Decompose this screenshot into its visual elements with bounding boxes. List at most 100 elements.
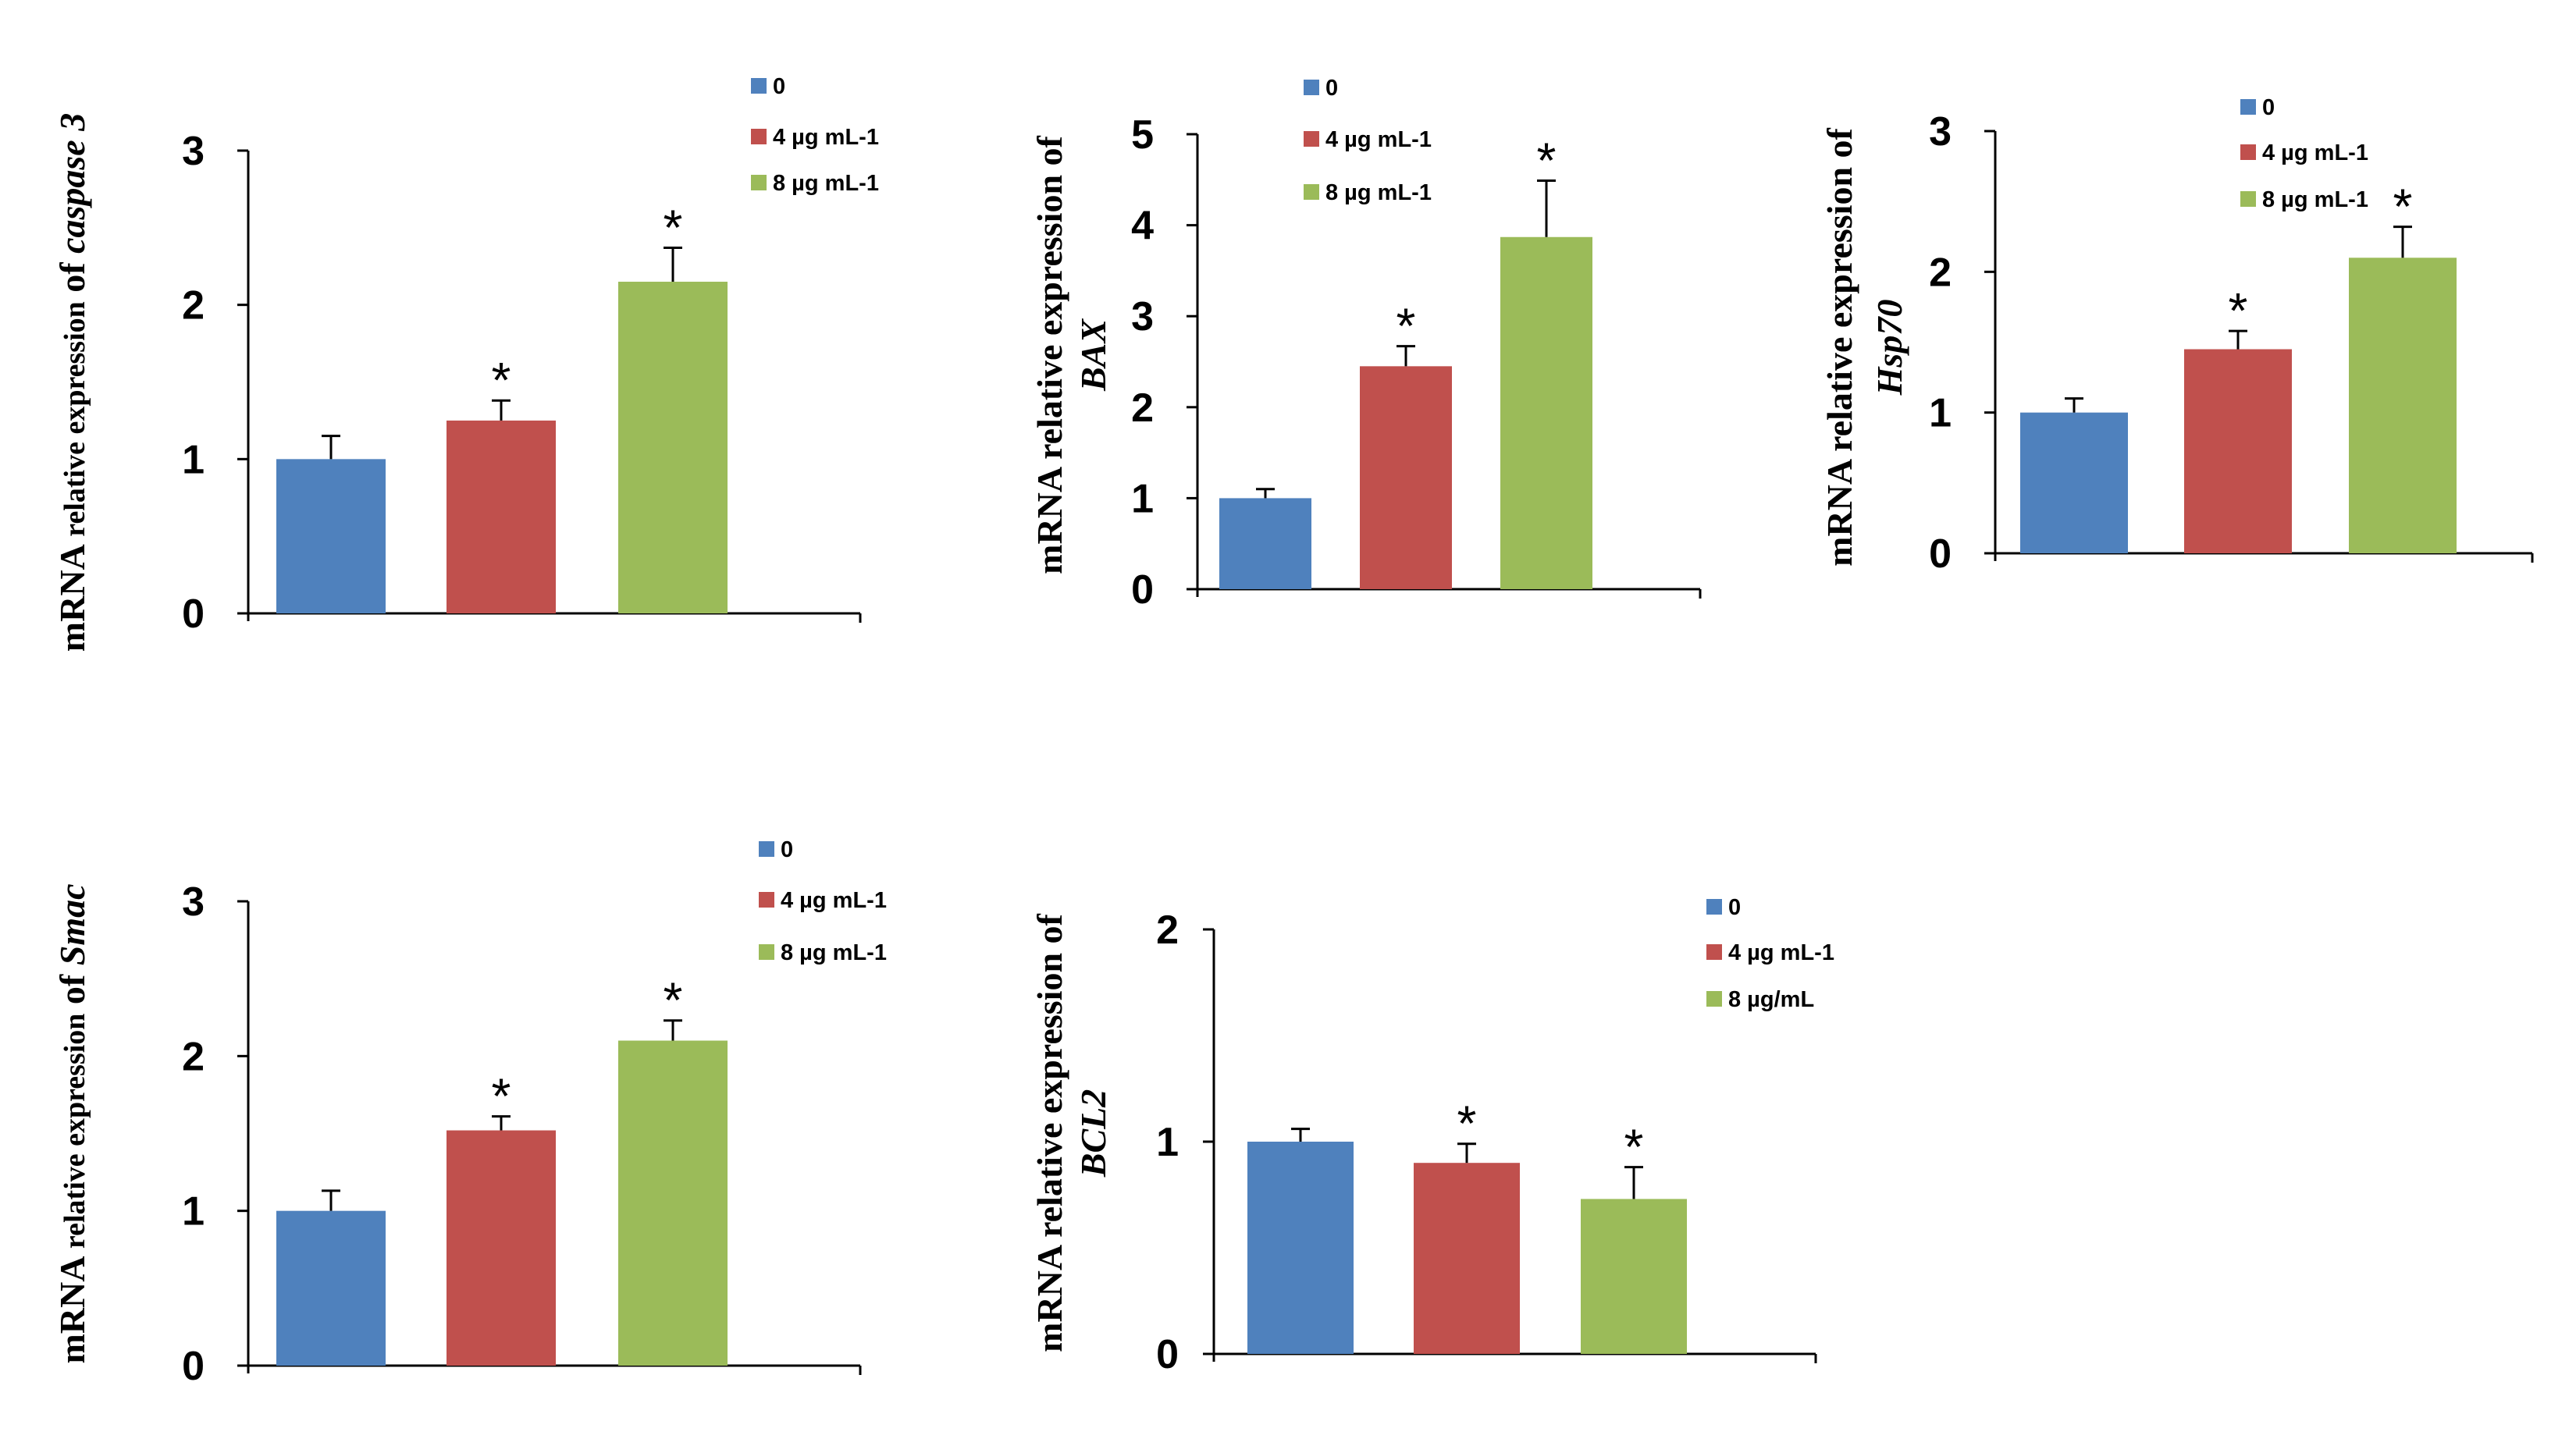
bar-dose-8 <box>1581 1199 1687 1354</box>
legend-swatch <box>1706 899 1722 915</box>
y-axis-label-part: mRNA <box>52 544 92 652</box>
legend-label: 0 <box>1728 895 1741 920</box>
y-tick-label: 1 <box>1929 391 1952 436</box>
legend-swatch <box>2240 99 2256 115</box>
significance-marker: * <box>1397 298 1416 354</box>
legend-swatch <box>2240 144 2256 160</box>
y-axis-label-gene: BAX <box>1073 318 1113 392</box>
bar-control <box>276 459 386 613</box>
legend-label: 8 µg/mL <box>1728 987 1814 1012</box>
bar-dose-4 <box>447 420 556 613</box>
y-tick-label: 1 <box>182 437 205 482</box>
y-axis-label: mRNA relative expression of caspase 3 <box>52 113 92 652</box>
legend-label: 8 µg mL-1 <box>2262 187 2368 212</box>
chart-panel-4: 0 1 2 3 * * 0 4 µg mL-1 8 µg mL-1 mRNA relative e… <box>52 837 887 1389</box>
y-tick-label: 2 <box>1131 385 1154 431</box>
significance-marker: * <box>1624 1119 1644 1175</box>
bar-dose-8 <box>2349 258 2457 553</box>
legend-swatch <box>1706 991 1722 1007</box>
bar-control <box>2020 412 2128 553</box>
legend-swatch <box>1304 80 1319 95</box>
bar-dose-4 <box>2184 349 2292 553</box>
legend-swatch <box>2240 191 2256 207</box>
y-axis-label-gene: BCL2 <box>1073 1089 1113 1178</box>
y-axis-label: mRNA relative expression of <box>1030 913 1069 1352</box>
legend-label: 0 <box>2262 95 2275 120</box>
y-axis-label-part: mRNA <box>52 1256 92 1364</box>
y-axis-label-part: of <box>52 974 92 1014</box>
significance-marker: * <box>1457 1096 1477 1152</box>
legend-label: 4 µg mL-1 <box>1325 127 1432 152</box>
bar-dose-8 <box>618 282 728 613</box>
legend-label: 4 µg mL-1 <box>2262 140 2368 165</box>
y-tick-label: 5 <box>1131 112 1154 158</box>
legend-swatch <box>759 841 774 857</box>
legend-swatch <box>1304 131 1319 147</box>
y-axis-label-part: mRNA relative expression of <box>1820 127 1859 566</box>
chart-panel-2: 0 1 2 3 4 5 * * 0 4 µg mL-1 8 µg mL-1 mRNA relative… <box>1030 76 1702 613</box>
bar-control <box>276 1210 386 1366</box>
legend-label: 8 µg mL-1 <box>1325 180 1432 205</box>
y-axis-label-part: of <box>52 262 92 302</box>
legend-swatch <box>751 129 767 144</box>
y-axis-label: mRNA relative expression of <box>1820 127 1859 566</box>
y-axis-label-part: relative expression <box>59 1014 91 1256</box>
bar-dose-8 <box>618 1040 728 1366</box>
bar-dose-4 <box>1414 1163 1520 1354</box>
y-axis-label: mRNA relative expression of <box>1030 135 1069 574</box>
legend-swatch <box>1304 184 1319 200</box>
y-tick-label: 2 <box>1156 908 1179 953</box>
legend-label: 0 <box>781 837 793 862</box>
y-tick-label: 1 <box>182 1189 205 1235</box>
significance-marker: * <box>664 972 683 1029</box>
significance-marker: * <box>664 200 683 256</box>
y-axis-label-part: relative expression <box>59 301 91 544</box>
y-tick-label: 4 <box>1131 204 1154 249</box>
legend-swatch <box>1706 944 1722 960</box>
y-tick-label: 0 <box>1156 1332 1179 1377</box>
bar-control <box>1247 1142 1354 1354</box>
bar-dose-4 <box>1360 366 1452 589</box>
bar-dose-4 <box>447 1130 556 1366</box>
significance-marker: * <box>2393 179 2413 235</box>
y-tick-label: 1 <box>1131 476 1154 521</box>
legend-swatch <box>751 78 767 94</box>
significance-marker: * <box>1537 132 1557 188</box>
y-tick-label: 3 <box>182 879 205 925</box>
bar-control <box>1219 498 1311 589</box>
y-tick-label: 3 <box>182 129 205 174</box>
y-tick-label: 2 <box>182 1034 205 1079</box>
legend-label: 4 µg mL-1 <box>781 888 887 913</box>
y-axis-label-gene: Hsp70 <box>1870 300 1909 396</box>
legend-swatch <box>759 944 774 960</box>
y-tick-label: 2 <box>182 283 205 329</box>
significance-marker: * <box>492 352 511 408</box>
legend-swatch <box>759 892 774 908</box>
y-axis-label-part: mRNA relative expression of <box>1030 135 1069 574</box>
legend-label: 4 µg mL-1 <box>1728 940 1834 965</box>
y-tick-label: 3 <box>1131 294 1154 339</box>
y-tick-label: 2 <box>1929 250 1952 295</box>
significance-marker: * <box>492 1068 511 1124</box>
chart-panel-3: 0 1 2 3 * * 0 4 µg mL-1 8 µg mL-1 mRNA relative e… <box>1820 95 2534 577</box>
bar-dose-8 <box>1500 236 1592 589</box>
y-tick-label: 0 <box>182 592 205 637</box>
y-tick-label: 1 <box>1156 1120 1179 1165</box>
y-axis-label: mRNA relative expression of Smac <box>52 883 92 1363</box>
legend-label: 0 <box>1325 76 1338 101</box>
chart-panel-5: 0 1 2 * * 0 4 µg mL-1 8 µg/mL mRNA relative expr… <box>1030 895 1834 1377</box>
y-axis-label-part: Smac <box>52 883 92 974</box>
legend-swatch <box>751 175 767 190</box>
y-tick-label: 0 <box>1131 567 1154 613</box>
legend-label: 8 µg mL-1 <box>781 940 887 965</box>
legend-label: 4 µg mL-1 <box>773 125 879 150</box>
y-axis-label-part: caspase 3 <box>52 113 92 263</box>
y-tick-label: 0 <box>182 1344 205 1389</box>
chart-panel-1: 0 1 2 3 * * 0 4 µg mL-1 8 µg mL-1 mRNA relative e… <box>52 74 879 652</box>
legend-label: 0 <box>773 74 785 99</box>
legend-label: 8 µg mL-1 <box>773 171 879 196</box>
y-tick-label: 0 <box>1929 531 1952 577</box>
y-tick-label: 3 <box>1929 109 1952 155</box>
y-axis-label-part: mRNA relative expression of <box>1030 913 1069 1352</box>
